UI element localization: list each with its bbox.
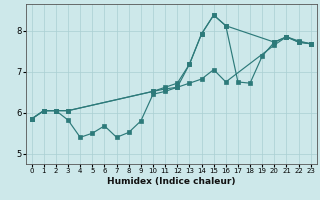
X-axis label: Humidex (Indice chaleur): Humidex (Indice chaleur) <box>107 177 236 186</box>
